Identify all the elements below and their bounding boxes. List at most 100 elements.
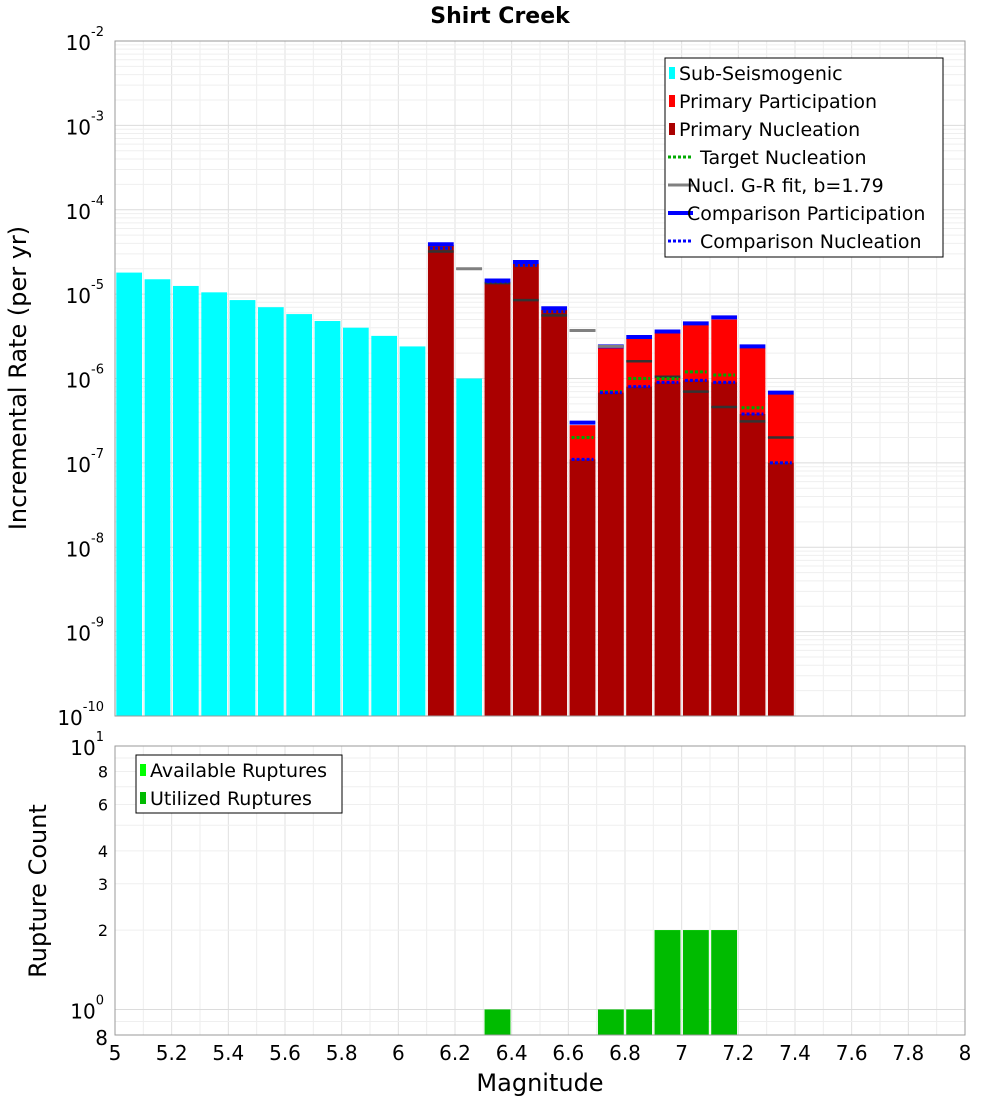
x-tick-label: 6 bbox=[392, 1041, 405, 1065]
legend-label: Comparison Nucleation bbox=[700, 231, 922, 253]
y-tick-label: 10-4 bbox=[66, 194, 104, 224]
legend-box bbox=[135, 754, 343, 814]
legend-item: Utilized Ruptures bbox=[140, 788, 312, 810]
x-tick-label: 5.8 bbox=[326, 1041, 358, 1065]
legend-label: Comparison Participation bbox=[687, 203, 925, 225]
sub-seismogenic-bar bbox=[172, 285, 199, 716]
x-axis-label: Magnitude bbox=[476, 1069, 603, 1097]
sub-seismogenic-bar bbox=[144, 279, 171, 716]
gr-fit-gap-series bbox=[456, 267, 624, 348]
nucleation-bar bbox=[654, 382, 681, 716]
legend-swatch bbox=[140, 764, 146, 776]
y-tick-label: 6 bbox=[98, 795, 108, 814]
sub-seismogenic-bar bbox=[201, 292, 228, 716]
sub-seismogenic-bar bbox=[257, 307, 284, 716]
x-tick-label: 7.2 bbox=[722, 1041, 754, 1065]
legend-swatch bbox=[669, 123, 675, 135]
nucleation-bar bbox=[682, 380, 709, 716]
y-tick-label: 10-5 bbox=[66, 278, 104, 308]
bottom-plot-border bbox=[114, 745, 966, 1036]
legend-label: Nucl. G-R fit, b=1.79 bbox=[687, 175, 884, 197]
y-tick-label: 100 bbox=[70, 993, 104, 1023]
x-tick-label: 6.2 bbox=[439, 1041, 471, 1065]
y-tick-label: 10-9 bbox=[66, 616, 104, 646]
legend-box bbox=[664, 57, 944, 258]
x-tick-label: 7 bbox=[675, 1041, 688, 1065]
x-tick-label: 7.8 bbox=[892, 1041, 924, 1065]
x-tick-label: 6.8 bbox=[609, 1041, 641, 1065]
bottom-y-tick-labels: 8 100 2 3 4 6 8 101 bbox=[70, 730, 108, 1050]
top-bars bbox=[116, 245, 794, 717]
x-tick-label: 6.6 bbox=[552, 1041, 584, 1065]
y-tick-label: 10-7 bbox=[66, 447, 104, 477]
utilized-rupture-bar bbox=[626, 1009, 653, 1035]
x-tick-label: 5 bbox=[109, 1041, 122, 1065]
sub-seismogenic-bar bbox=[342, 327, 369, 716]
nucleation-bar bbox=[626, 386, 653, 716]
y-tick-label: 10-10 bbox=[57, 700, 104, 730]
bottom-legend: Available Ruptures Utilized Ruptures bbox=[135, 754, 343, 814]
utilized-rupture-bar bbox=[654, 930, 681, 1035]
y-tick-label: 101 bbox=[70, 730, 104, 760]
top-legend: Sub-Seismogenic Primary Participation Prim… bbox=[664, 57, 944, 258]
legend-label: Primary Participation bbox=[679, 91, 877, 113]
y-tick-label: 10-2 bbox=[66, 25, 104, 55]
sub-seismogenic-bar bbox=[399, 346, 426, 716]
top-y-tick-labels: 10-10 10-9 10-8 10-7 10-6 10-5 10-4 10-3 10-2 bbox=[57, 25, 104, 730]
nucleation-bar bbox=[427, 245, 454, 717]
legend-label: Primary Nucleation bbox=[679, 119, 860, 141]
rupture-bars bbox=[484, 930, 738, 1035]
top-y-axis-label: Incremental Rate (per yr) bbox=[4, 226, 32, 530]
y-tick-label: 4 bbox=[98, 842, 108, 861]
nucleation-bar bbox=[767, 462, 794, 716]
legend-item: Target Nucleation bbox=[668, 147, 867, 169]
nucleation-bar bbox=[711, 382, 738, 716]
nucleation-bar bbox=[597, 392, 624, 716]
nucleation-bar bbox=[512, 263, 539, 716]
sub-seismogenic-bar bbox=[116, 272, 143, 716]
utilized-rupture-bar bbox=[711, 930, 738, 1035]
x-tick-label: 5.2 bbox=[156, 1041, 188, 1065]
legend-item: Comparison Nucleation bbox=[668, 231, 922, 253]
y-tick-label: 8 bbox=[95, 1026, 108, 1050]
y-tick-label: 10-3 bbox=[66, 109, 104, 139]
x-tick-label: 7.4 bbox=[779, 1041, 811, 1065]
nucleation-bar bbox=[569, 459, 596, 716]
y-tick-label: 3 bbox=[98, 875, 108, 894]
top-plot-border bbox=[114, 40, 966, 717]
legend-label: Available Ruptures bbox=[150, 760, 327, 782]
bottom-y-axis-label: Rupture Count bbox=[24, 804, 52, 978]
nucleation-bar bbox=[739, 413, 766, 716]
x-tick-label: 5.4 bbox=[212, 1041, 244, 1065]
sub-seismogenic-bar bbox=[371, 335, 398, 716]
y-tick-label: 10-6 bbox=[66, 363, 104, 393]
utilized-rupture-bar bbox=[597, 1009, 624, 1035]
y-tick-label: 8 bbox=[98, 763, 108, 782]
legend-swatch bbox=[140, 792, 146, 804]
x-tick-label: 7.6 bbox=[836, 1041, 868, 1065]
y-tick-label: 10-8 bbox=[66, 531, 104, 561]
utilized-rupture-bar bbox=[484, 1009, 511, 1035]
nucleation-bar bbox=[541, 309, 568, 716]
legend-item: Primary Nucleation bbox=[669, 119, 860, 141]
nucleation-bar bbox=[484, 281, 511, 716]
legend-item: Comparison Participation bbox=[668, 203, 925, 225]
legend-label: Target Nucleation bbox=[699, 147, 867, 169]
x-tick-labels: 5 5.2 5.4 5.6 5.8 6 6.2 6.4 6.6 6.8 7 7.2 7.4 7.6 7.8 8 bbox=[109, 1041, 972, 1065]
sub-seismogenic-bar bbox=[229, 300, 256, 716]
legend-item: Nucl. G-R fit, b=1.79 bbox=[668, 175, 884, 197]
x-tick-label: 6.4 bbox=[496, 1041, 528, 1065]
sub-seismogenic-bar bbox=[314, 321, 341, 716]
sub-seismogenic-bar bbox=[286, 314, 313, 716]
x-tick-label: 8 bbox=[959, 1041, 972, 1065]
chart-title: Shirt Creek bbox=[430, 4, 571, 29]
legend-item: Available Ruptures bbox=[140, 760, 327, 782]
legend-item: Sub-Seismogenic bbox=[669, 63, 843, 85]
legend-swatch bbox=[669, 67, 675, 79]
utilized-rupture-bar bbox=[682, 930, 709, 1035]
legend-label: Sub-Seismogenic bbox=[679, 63, 843, 85]
x-tick-label: 5.6 bbox=[269, 1041, 301, 1065]
legend-label: Utilized Ruptures bbox=[150, 788, 312, 810]
